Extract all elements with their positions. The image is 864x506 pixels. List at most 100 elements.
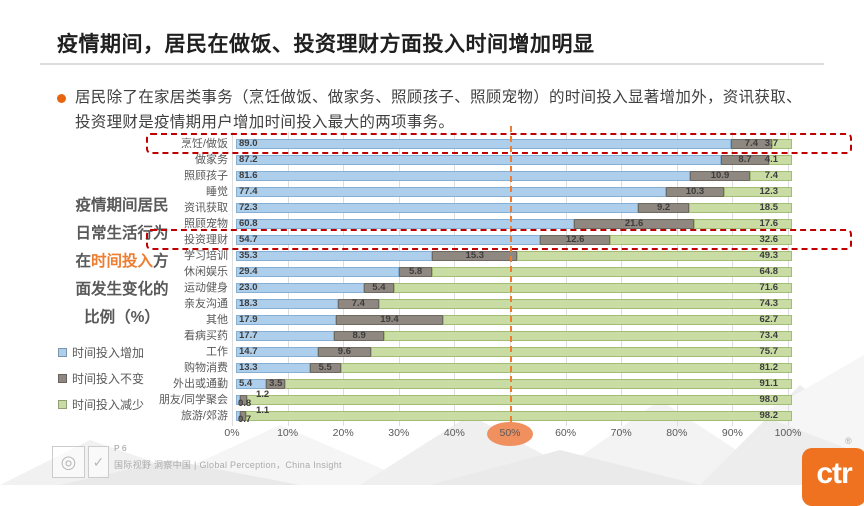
value-label-same: 12.6 <box>565 234 585 245</box>
segment-same <box>317 347 372 357</box>
value-label-decrease: 18.5 <box>759 202 779 213</box>
value-label-same: 19.4 <box>380 314 399 325</box>
category-label: 购物消费 <box>184 362 228 374</box>
segment-increase <box>236 363 310 373</box>
segment-increase <box>236 411 240 421</box>
value-label-same: 5.8 <box>408 266 423 277</box>
chart-rows: 烹饪/做饭 89.0 7.4 3.7 做家务 87.2 8.7 4.1 照顾孩子 81.6 10.9… <box>150 136 850 425</box>
x-axis-tick: 70% <box>610 427 632 439</box>
segment-same <box>309 363 341 373</box>
value-label-decrease: 17.6 <box>759 218 779 229</box>
segment-same <box>720 155 770 165</box>
caption-highlight: 时间投入 <box>90 252 153 270</box>
value-label-increase: 87.2 <box>239 154 258 165</box>
category-label: 亲友沟通 <box>184 298 228 310</box>
segment-same <box>363 283 394 293</box>
value-label-same: 21.6 <box>624 218 644 229</box>
chart-row: 烹饪/做饭 89.0 7.4 3.7 <box>150 136 850 152</box>
segment-same <box>399 267 432 277</box>
x-axis-tick: 80% <box>666 427 688 439</box>
highlight-box-cooking <box>146 133 852 154</box>
segment-decrease <box>340 363 792 373</box>
value-label-same: 10.3 <box>685 186 705 197</box>
category-label: 学习培训 <box>184 250 228 262</box>
chart-row: 做家务 87.2 8.7 4.1 <box>150 152 850 168</box>
footer-tagline: 国际视野 洞察中国 | Global Perception，China Insi… <box>114 460 342 470</box>
grid-line <box>454 132 456 426</box>
row-bars: 23.0 5.4 71.6 <box>236 280 792 296</box>
category-label: 休闲娱乐 <box>184 266 228 278</box>
category-label: 做家务 <box>195 154 228 166</box>
chart-row: 投资理财 54.7 12.6 32.6 <box>150 232 850 248</box>
grid-line <box>676 132 678 426</box>
x-axis-tick: 50% <box>499 427 521 439</box>
value-label-decrease: 4.1 <box>764 154 778 165</box>
value-label-same: 5.5 <box>318 362 332 373</box>
chart-row: 睡觉 77.4 10.3 12.3 <box>150 184 850 200</box>
segment-same <box>240 395 248 405</box>
chart-row: 工作 14.7 9.6 75.7 <box>150 344 850 360</box>
segment-increase <box>236 267 400 277</box>
value-label-increase: 17.9 <box>239 314 258 325</box>
segment-decrease <box>694 219 792 229</box>
certification-logo-1-icon: ◎ <box>52 446 85 478</box>
x-axis-tick: 20% <box>332 427 354 439</box>
value-label-increase: 5.4 <box>239 378 253 389</box>
value-label-increase: 54.7 <box>239 234 258 245</box>
value-label-same: 15.3 <box>465 250 485 261</box>
value-label-increase: 0.7 <box>238 414 252 425</box>
segment-increase <box>236 171 690 181</box>
grid-line <box>398 132 400 426</box>
row-bars: 14.7 9.6 75.7 <box>236 344 792 360</box>
page-title: 疫情期间，居民在做饭、投资理财方面投入时间增加明显 <box>57 33 595 56</box>
category-label: 工作 <box>206 346 228 358</box>
segment-decrease <box>517 251 792 261</box>
chart-row: 旅游/郊游 0.7 1.1 98.2 <box>150 405 850 425</box>
value-label-decrease: 73.4 <box>759 330 779 341</box>
category-label: 资讯获取 <box>184 202 228 214</box>
row-bars: 35.3 15.3 49.3 <box>236 248 792 264</box>
segment-decrease <box>247 395 792 405</box>
grid-line <box>621 132 623 426</box>
value-label-decrease: 74.3 <box>759 298 779 309</box>
legend: 时间投入增加 时间投入不变 时间投入减少 <box>58 344 144 422</box>
value-label-increase: 77.4 <box>239 186 258 197</box>
segment-increase <box>236 235 541 245</box>
x-axis-tick: 30% <box>388 427 410 439</box>
chart-row: 其他 17.9 19.4 62.7 <box>150 312 850 328</box>
row-bars: 17.9 19.4 62.7 <box>236 312 792 328</box>
bullet-dot-icon <box>57 94 66 103</box>
value-label-decrease: 81.2 <box>759 362 779 373</box>
chart-row: 学习培训 35.3 15.3 49.3 <box>150 248 850 264</box>
segment-decrease <box>443 315 792 325</box>
value-label-same: 5.4 <box>372 282 386 293</box>
row-bars: 60.8 21.6 17.6 <box>236 216 792 232</box>
segment-increase <box>236 395 241 405</box>
segment-same <box>637 203 690 213</box>
category-label: 其他 <box>206 314 228 326</box>
segment-decrease <box>371 347 792 357</box>
segment-same <box>689 171 751 181</box>
segment-same <box>666 187 724 197</box>
segment-increase <box>236 187 667 197</box>
segment-increase <box>236 251 433 261</box>
segment-increase <box>236 347 318 357</box>
grid-line <box>287 132 289 426</box>
row-bars: 5.4 3.5 91.1 <box>236 376 792 392</box>
value-label-decrease: 3.7 <box>764 138 778 149</box>
value-label-increase: 14.7 <box>239 346 258 357</box>
segment-increase <box>236 219 575 229</box>
certification-logo-2-icon: ✓ <box>88 446 109 478</box>
bullet-point: 居民除了在家居类事务（烹饪做饭、做家务、照顾孩子、照顾宠物）的时间投入显著增加外… <box>57 86 809 136</box>
value-label-decrease: 98.2 <box>759 410 779 421</box>
value-label-same: 1.2 <box>256 389 270 400</box>
x-axis-tick: 0% <box>224 427 240 439</box>
segment-increase <box>236 203 638 213</box>
value-label-decrease: 62.7 <box>759 314 779 325</box>
value-label-same: 10.9 <box>710 170 730 181</box>
page-number: P 6 <box>114 443 127 453</box>
chart-row: 看病买药 17.7 8.9 73.4 <box>150 328 850 344</box>
value-label-increase: 89.0 <box>239 138 258 149</box>
segment-same <box>730 139 772 149</box>
row-bars: 72.3 9.2 18.5 <box>236 200 792 216</box>
